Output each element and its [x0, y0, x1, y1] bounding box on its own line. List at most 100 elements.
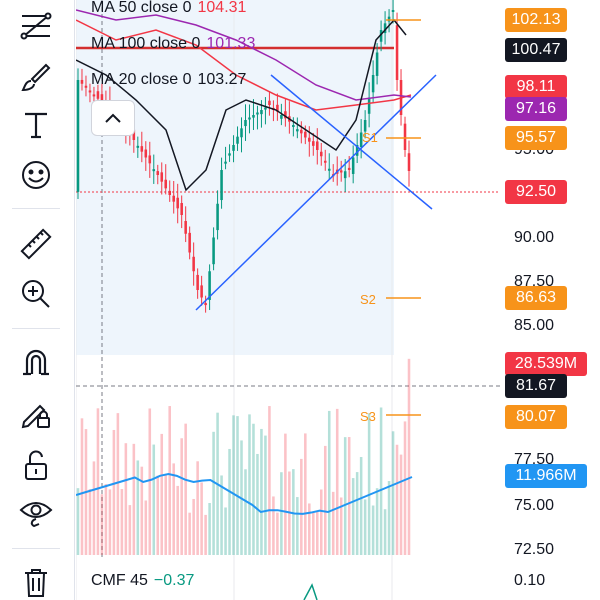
candle-body	[164, 179, 168, 189]
legend-ma20[interactable]: MA 20 close 0 103.27	[91, 70, 246, 90]
cmf-legend[interactable]: CMF 45 −0.37	[91, 571, 194, 591]
volume-bar	[136, 460, 140, 555]
volume-bar	[383, 509, 387, 555]
candle-body	[232, 145, 235, 151]
volume-bar	[268, 406, 271, 555]
collapse-legend-button[interactable]	[91, 100, 135, 136]
candle-body	[339, 170, 343, 173]
volume-bar	[244, 469, 247, 555]
volume-bar	[156, 475, 160, 555]
chart-pane[interactable]	[76, 0, 500, 600]
candle-body	[268, 100, 271, 105]
price-badge-95-57: 95.57	[505, 126, 567, 150]
candle-body	[208, 271, 211, 300]
candle-body	[391, 10, 395, 12]
candle-body	[236, 136, 239, 144]
candle-body	[216, 203, 219, 231]
s1-label: S1	[362, 130, 378, 145]
toolbar-divider	[12, 328, 60, 329]
candle-body	[308, 137, 311, 142]
candle-body	[188, 232, 191, 253]
emoji-icon[interactable]	[12, 153, 60, 197]
candle-body	[296, 129, 299, 132]
candle-body	[347, 167, 351, 170]
candle-body	[407, 153, 411, 171]
candle-body	[212, 237, 215, 265]
volume-bar	[355, 472, 359, 555]
candle-body	[140, 146, 144, 152]
volume-bar	[327, 410, 331, 555]
volume-bar	[224, 507, 227, 555]
legend-ma50-value: 104.31	[197, 0, 247, 16]
price-chart[interactable]	[76, 0, 500, 600]
chevron-up-icon	[105, 113, 121, 123]
volume-bar	[387, 481, 391, 555]
candle-body	[160, 172, 164, 182]
candle-body	[248, 117, 251, 120]
volume-bar	[172, 463, 175, 555]
candle-body	[196, 274, 199, 290]
candle-body	[184, 220, 187, 234]
cmf-label: CMF 45	[91, 572, 148, 589]
volume-bar	[236, 416, 239, 555]
lock-drawings-icon[interactable]	[12, 392, 60, 436]
candle-body	[256, 112, 259, 115]
volume-bar	[168, 406, 171, 555]
candle-body	[144, 149, 148, 158]
ma20-line	[76, 18, 407, 192]
volume-bar	[375, 488, 379, 555]
trendline-support[interactable]	[195, 74, 437, 311]
volume-bar	[304, 433, 307, 555]
trash-icon[interactable]	[12, 560, 60, 600]
brush-icon[interactable]	[12, 56, 60, 100]
candle-body	[343, 171, 347, 179]
volume-bar	[144, 500, 148, 555]
volume-bar	[359, 457, 363, 555]
legend-ma100[interactable]: MA 100 close 0 101.33	[91, 34, 255, 54]
candle-body	[152, 169, 156, 172]
volume-bar	[256, 453, 259, 555]
magnet-icon[interactable]	[12, 340, 60, 384]
s3-label: S3	[360, 409, 376, 424]
volume-bar	[184, 423, 187, 555]
candle-body	[136, 145, 140, 148]
volume-bar	[212, 431, 215, 555]
volume-bar	[180, 438, 183, 555]
eye-icon[interactable]	[12, 490, 60, 534]
text-tool-icon[interactable]	[12, 103, 60, 147]
ruler-icon[interactable]	[12, 222, 60, 266]
axis-tick: 85.00	[514, 317, 555, 334]
candle-body	[375, 52, 379, 76]
volume-bar	[232, 415, 235, 555]
legend-ma50[interactable]: MA 50 close 0 104.31	[91, 0, 246, 18]
candle-body	[88, 90, 92, 93]
candle-body	[371, 75, 375, 93]
volume-bar	[316, 511, 319, 555]
volume-bar	[80, 418, 84, 555]
legend-ma50-label: MA 50 close 0	[91, 0, 192, 16]
trendline-resistance[interactable]	[270, 74, 433, 210]
s2-label: S2	[360, 292, 376, 307]
candle-body	[379, 30, 383, 42]
volume-bar	[76, 488, 80, 555]
candle-body	[176, 197, 179, 209]
candle-body	[387, 16, 391, 22]
volume-bar	[124, 443, 128, 555]
volume-bar	[308, 503, 311, 555]
candle-body	[148, 155, 152, 164]
unlock-icon[interactable]	[12, 443, 60, 487]
price-badge-80-07: 80.07	[505, 405, 567, 429]
zoom-in-icon[interactable]	[12, 272, 60, 316]
candle-body	[304, 131, 307, 138]
price-badge-102-13: 102.13	[505, 8, 567, 32]
cmf-value: −0.37	[153, 572, 195, 589]
candle-body	[264, 107, 267, 110]
trend-line-tools-icon[interactable]	[12, 4, 60, 48]
candle-body	[316, 141, 319, 150]
volume-bar	[403, 421, 407, 555]
candle-body	[319, 151, 323, 157]
cmf-line	[76, 472, 413, 515]
candle-body	[323, 160, 327, 163]
ma50-line	[76, 19, 412, 111]
axis-tick: 72.50	[514, 541, 555, 558]
